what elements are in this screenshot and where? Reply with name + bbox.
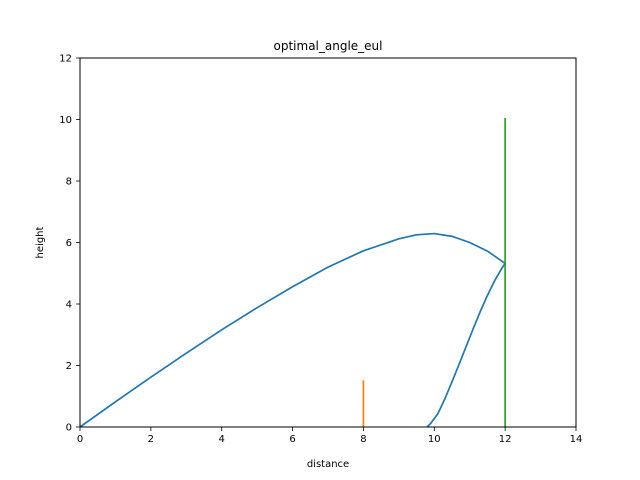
- x-tick-label: 8: [360, 434, 366, 445]
- y-tick-label: 12: [59, 54, 72, 65]
- series-line-1: [79, 232, 506, 428]
- x-tick-label: 10: [428, 434, 441, 445]
- x-tick-label: 6: [289, 434, 295, 445]
- y-tick-label: 6: [66, 238, 72, 249]
- y-tick-label: 0: [66, 423, 72, 434]
- x-tick-label: 14: [570, 434, 583, 445]
- x-tick-label: 12: [499, 434, 512, 445]
- x-axis-ticks: 0 2 4 6 8 10 12 14: [77, 427, 583, 445]
- x-axis-label: distance: [307, 459, 349, 470]
- y-axis-ticks: 0 2 4 6 8 10 12: [59, 54, 80, 434]
- y-tick-label: 10: [59, 115, 72, 126]
- x-tick-label: 4: [219, 434, 225, 445]
- x-tick-label: 0: [77, 434, 83, 445]
- chart-title: optimal_angle_eul: [274, 39, 383, 53]
- plot-lines: [79, 117, 506, 428]
- y-tick-label: 4: [66, 300, 72, 311]
- x-tick-label: 2: [148, 434, 154, 445]
- y-tick-label: 8: [66, 177, 72, 188]
- y-axis-label: height: [35, 226, 46, 258]
- y-tick-label: 2: [66, 361, 72, 372]
